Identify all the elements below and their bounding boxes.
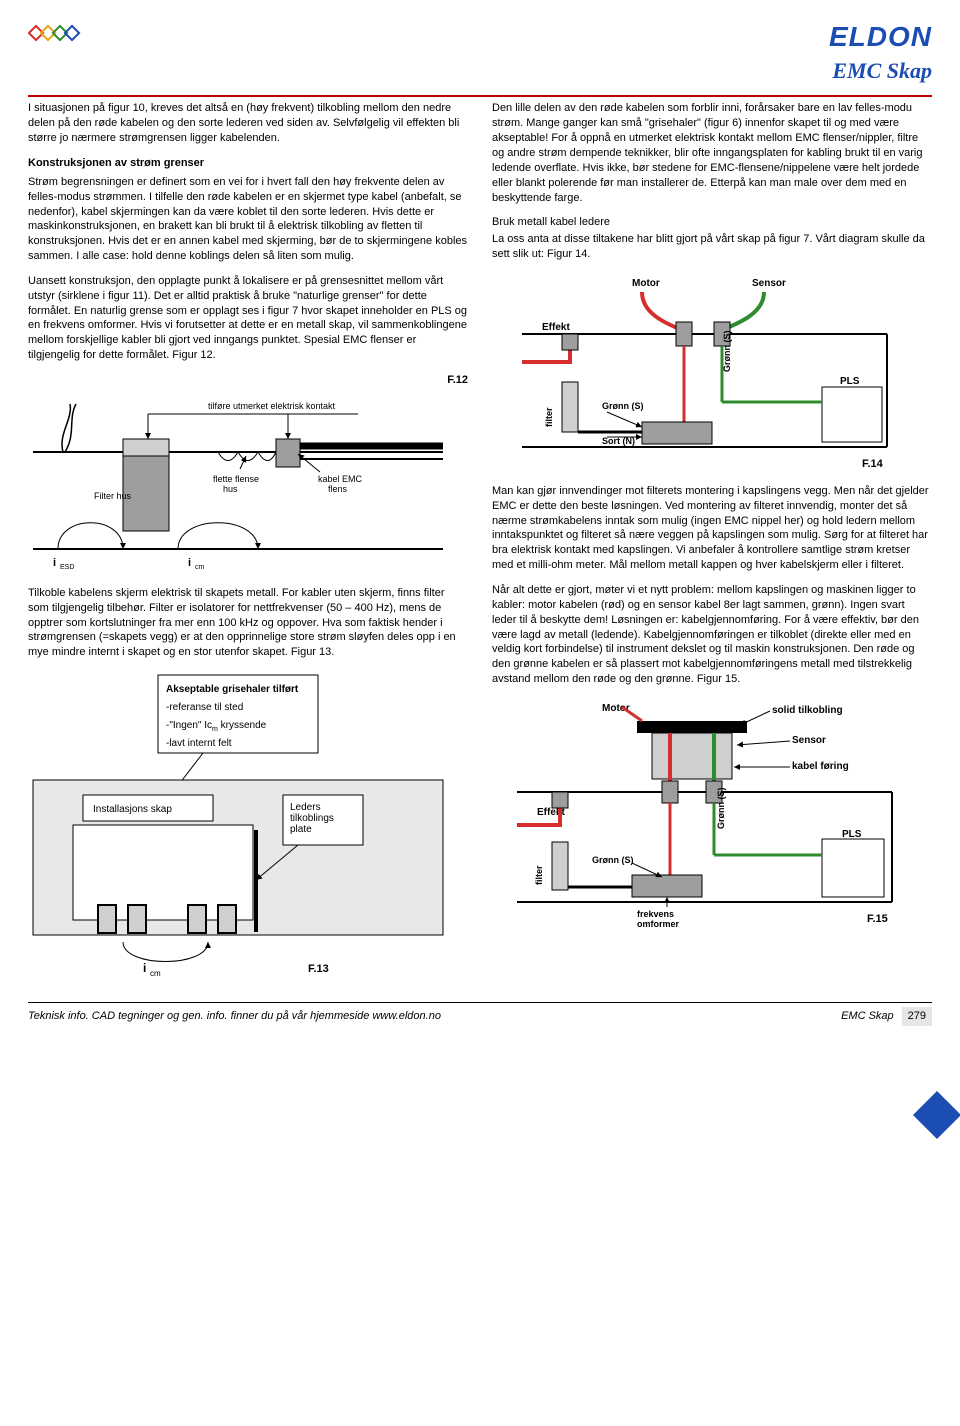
brand-block: ELDON EMC Skap <box>829 18 932 85</box>
svg-text:cm: cm <box>195 564 205 571</box>
left-h1: Konstruksjonen av strøm grenser <box>28 156 468 171</box>
left-p4: Tilkoble kabelens skjerm elektrisk til s… <box>28 586 468 660</box>
svg-text:ESD: ESD <box>60 564 74 571</box>
svg-text:Effekt: Effekt <box>542 322 570 333</box>
footer-left: Teknisk info. CAD tegninger og gen. info… <box>28 1009 441 1024</box>
svg-text:Grønn (S): Grønn (S) <box>602 401 644 411</box>
left-column: I situasjonen på figur 10, kreves det al… <box>28 101 468 992</box>
svg-text:frekvensomformer: frekvensomformer <box>637 909 680 927</box>
right-p2: La oss anta at disse tiltakene har blitt… <box>492 232 932 262</box>
figure-14: Motor Sensor Effekt filter <box>492 272 932 472</box>
figure-12: Filter hus tilføre utmerket elektrisk ko… <box>28 394 468 574</box>
svg-text:cm: cm <box>150 969 161 978</box>
brand-subtitle: EMC Skap <box>829 56 932 86</box>
left-p3: Uansett konstruksjon, den opplagte punkt… <box>28 274 468 363</box>
svg-text:Filter hus: Filter hus <box>94 491 132 501</box>
svg-text:PLS: PLS <box>842 829 862 840</box>
svg-text:Grønn (S): Grønn (S) <box>716 787 726 829</box>
svg-text:-lavt internt felt: -lavt internt felt <box>166 738 232 749</box>
svg-text:i: i <box>188 557 191 569</box>
f12-label: F.12 <box>28 373 468 388</box>
svg-text:Sensor: Sensor <box>792 735 826 746</box>
header-rule <box>28 95 932 97</box>
right-p4: Når alt dette er gjort, møter vi et nytt… <box>492 583 932 687</box>
svg-text:Sensor: Sensor <box>752 278 786 289</box>
page-header: ELDON EMC Skap <box>28 18 932 85</box>
page-footer: Teknisk info. CAD tegninger og gen. info… <box>28 1003 932 1026</box>
svg-text:F.15: F.15 <box>867 913 888 925</box>
svg-text:F.13: F.13 <box>308 963 329 975</box>
svg-text:solid tilkobling: solid tilkobling <box>772 705 843 716</box>
side-tab-icon <box>913 1091 960 1139</box>
svg-text:Motor: Motor <box>632 278 660 289</box>
svg-text:filter: filter <box>534 865 544 885</box>
svg-text:kabel føring: kabel føring <box>792 761 849 772</box>
svg-text:Grønn (S): Grønn (S) <box>722 330 732 372</box>
page-number: 279 <box>902 1007 932 1026</box>
svg-text:Grønn (S): Grønn (S) <box>592 855 634 865</box>
svg-text:Akseptable grisehaler tilført: Akseptable grisehaler tilført <box>166 684 299 695</box>
right-p3: Man kan gjør innvendinger mot filterets … <box>492 484 932 573</box>
svg-text:i: i <box>143 961 146 975</box>
right-p1: Den lille delen av den røde kabelen som … <box>492 101 932 205</box>
svg-text:flette flensehus: flette flensehus <box>213 474 259 494</box>
brand-name: ELDON <box>829 18 932 56</box>
right-column: Den lille delen av den røde kabelen som … <box>492 101 932 992</box>
right-h2: Bruk metall kabel ledere <box>492 215 932 230</box>
svg-text:Sort (N): Sort (N) <box>602 436 635 446</box>
svg-text:Installasjons skap: Installasjons skap <box>93 804 172 815</box>
svg-text:F.14: F.14 <box>862 458 884 470</box>
footer-right: EMC Skap 279 <box>841 1007 932 1026</box>
figure-15: Motor solid tilkobling Sensor kabel føri… <box>492 697 932 927</box>
left-p2: Strøm begrensningen er definert som en v… <box>28 175 468 264</box>
figure-13: Akseptable grisehaler tilført -referanse… <box>28 670 468 980</box>
svg-text:tilføre utmerket elektrisk kon: tilføre utmerket elektrisk kontakt <box>208 401 336 411</box>
footer-section: EMC Skap <box>841 1009 894 1024</box>
svg-text:PLS: PLS <box>840 376 860 387</box>
logo-left <box>28 18 108 48</box>
svg-text:kabel EMCflens: kabel EMCflens <box>318 474 363 494</box>
svg-text:filter: filter <box>544 407 554 427</box>
left-p1: I situasjonen på figur 10, kreves det al… <box>28 101 468 146</box>
svg-text:i: i <box>53 557 56 569</box>
svg-text:-referanse til sted: -referanse til sted <box>166 702 243 713</box>
